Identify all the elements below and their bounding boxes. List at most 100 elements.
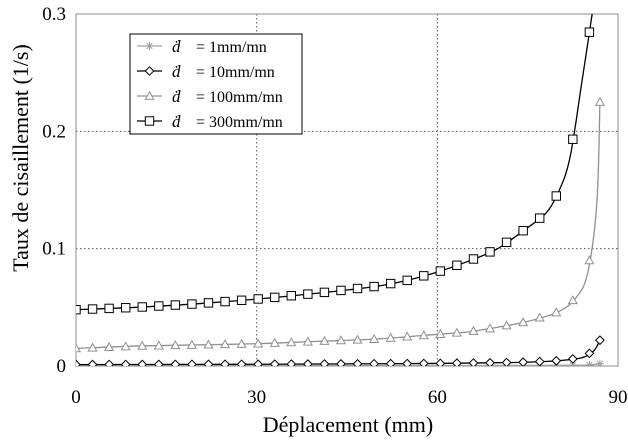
marker-diamond [402,358,413,366]
marker-triangle [551,307,562,317]
marker-diamond [352,358,363,366]
marker-triangle [137,340,148,350]
marker-square [76,304,81,315]
marker-square [319,287,330,298]
legend-item: ḋ = 10mm/mn [137,62,275,81]
marker-diamond [302,359,313,366]
marker-diamond [144,66,155,76]
marker-triangle [369,333,380,343]
marker-asterisk [585,360,594,366]
marker-triangle [435,328,446,338]
marker-diamond [534,356,545,366]
marker-square [87,304,98,314]
legend: ḋ = 1mm/mn ḋ = 10mm/mn ḋ = 100mm/mn ḋ = 300mm/m… [129,33,303,135]
marker-triangle [144,90,155,100]
marker-diamond [418,358,429,366]
x-axis-label: Déplacement (mm) [263,412,433,437]
marker-diamond [451,358,462,366]
marker-square [551,191,561,201]
marker-triangle [302,336,313,346]
marker-diamond [551,355,562,366]
marker-square [435,266,446,276]
marker-diamond [518,357,529,366]
marker-diamond [435,358,446,366]
marker-triangle [352,334,363,344]
x-tick-label: 30 [247,387,266,408]
y-axis-label: Taux de cisaillement (1/s) [8,44,33,272]
marker-diamond [369,358,380,366]
legend-symbol: ḋ [172,112,181,131]
marker-triangle [418,330,429,340]
marker-triangle [335,335,347,345]
marker-triangle [153,340,164,350]
marker-square [468,254,479,264]
marker-triangle [451,327,462,337]
marker-diamond [137,359,148,366]
marker-triangle [319,335,330,345]
marker-square [402,275,412,286]
legend-symbol: ḋ [172,62,181,81]
legend-label: = 100mm/mn [196,89,283,106]
marker-square [253,294,263,304]
marker-triangle [385,332,396,342]
series-diamond [76,335,605,366]
marker-square [385,278,396,289]
marker-square [419,271,429,281]
marker-asterisk [145,42,154,50]
marker-square [270,292,280,303]
series-line [76,101,601,350]
legend-symbol: ḋ [172,87,181,106]
series-square [76,14,595,315]
y-tick-label: 0.2 [42,121,66,142]
marker-square [154,301,164,311]
marker-triangle [269,337,280,347]
marker-diamond [87,359,98,366]
marker-triangle [534,312,545,322]
marker-diamond [501,357,512,366]
marker-diamond [468,358,479,366]
grid [76,14,618,366]
marker-square [137,302,147,312]
series-triangle [76,96,605,353]
marker-asterisk [595,359,604,366]
y-tick-label: 0 [57,356,67,377]
marker-diamond [120,359,131,366]
marker-square [452,260,462,270]
marker-triangle [87,342,98,352]
marker-diamond [567,353,578,364]
marker-diamond [203,359,214,366]
marker-triangle [484,323,496,333]
marker-diamond [253,359,264,366]
marker-diamond [170,359,181,366]
marker-triangle [567,295,578,305]
marker-triangle [468,325,479,335]
marker-diamond [336,359,346,366]
marker-triangle [584,255,595,265]
marker-triangle [253,338,264,348]
marker-triangle [594,96,605,106]
marker-triangle [186,339,197,349]
marker-square [120,303,131,313]
marker-diamond [385,358,396,366]
marker-diamond [485,357,495,366]
marker-diamond [104,359,115,366]
marker-triangle [286,337,297,347]
marker-square [170,300,181,310]
x-tick-label: 0 [71,387,81,408]
marker-square [535,213,545,223]
marker-square [220,296,230,307]
marker-diamond [595,335,605,346]
marker-square [144,116,155,126]
marker-square [303,289,313,299]
marker-square [236,295,247,305]
marker-triangle [76,343,82,353]
marker-diamond [187,359,197,366]
marker-square [187,299,197,309]
legend-box [129,33,303,135]
marker-square [568,134,578,144]
marker-triangle [203,339,214,349]
marker-diamond [236,359,247,366]
x-tick-label: 60 [428,387,447,408]
legend-symbol: ḋ [172,37,181,56]
